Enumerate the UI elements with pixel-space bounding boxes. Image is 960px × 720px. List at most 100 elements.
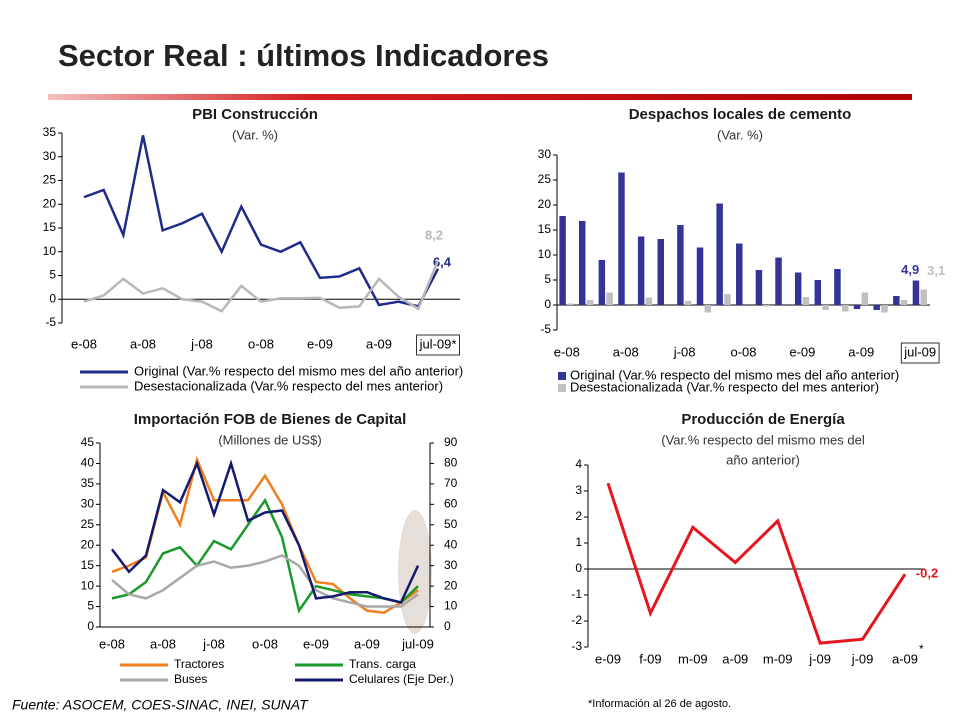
line xyxy=(111,455,419,614)
y-tick-label: 5 xyxy=(49,268,56,282)
chart-title: PBI Construcción xyxy=(192,106,318,123)
bar xyxy=(822,305,829,310)
bar xyxy=(606,292,613,305)
bar xyxy=(802,297,810,305)
y-tick-label: 3 xyxy=(575,483,582,497)
y-tick-label: 35 xyxy=(43,125,57,139)
bar xyxy=(814,280,822,305)
x-tick-label: e-08 xyxy=(554,344,580,359)
x-tick-label: f-09 xyxy=(639,651,661,666)
bar xyxy=(598,260,606,305)
bar xyxy=(657,239,664,305)
y-tick-label: 5 xyxy=(544,272,551,286)
x-tick-label: a-09 xyxy=(354,636,380,651)
label-box xyxy=(416,334,460,356)
value-label: -0,2 xyxy=(916,566,938,581)
x-tick-label: j-08 xyxy=(673,344,696,359)
y-tick-label: -3 xyxy=(571,639,582,653)
y-tick-label: 30 xyxy=(81,497,95,511)
x-tick-label: e-09 xyxy=(303,636,329,651)
y-tick-label: 5 xyxy=(87,599,94,613)
x-tick-label: a-09 xyxy=(722,651,748,666)
bar xyxy=(763,305,770,307)
legend-label: Original (Var.% respecto del mismo mes d… xyxy=(134,363,463,378)
x-tick-label: e-09 xyxy=(307,336,333,351)
x-tick-label: m-09 xyxy=(678,651,708,666)
x-tick-label: o-08 xyxy=(730,344,756,359)
chart-subtitle: (Var.% respecto del mismo mes del xyxy=(661,432,865,447)
bar xyxy=(920,289,927,305)
line xyxy=(111,459,420,604)
y-tick-label: 0 xyxy=(575,561,582,575)
bar xyxy=(578,221,586,305)
legend-swatch xyxy=(558,384,566,392)
chart-subtitle: (Var. %) xyxy=(717,127,763,142)
chart-title: Producción de Energía xyxy=(681,411,845,428)
y-tick-label: -2 xyxy=(571,613,582,627)
bar xyxy=(893,296,900,305)
y-tick-label: 10 xyxy=(43,244,57,258)
value-label: 6,4 xyxy=(433,254,452,269)
y2-tick-label: 60 xyxy=(444,497,458,511)
y-tick-label: 15 xyxy=(81,558,95,572)
y-tick-label: 0 xyxy=(87,619,94,633)
x-tick-label: jul-09 xyxy=(903,344,936,359)
y-tick-label: 25 xyxy=(81,517,95,531)
bar xyxy=(873,305,880,310)
chart-subtitle: (Var. %) xyxy=(232,127,278,142)
bar xyxy=(567,303,574,305)
y-tick-label: 30 xyxy=(43,149,57,163)
bar xyxy=(853,305,861,309)
y2-tick-label: 50 xyxy=(444,517,458,531)
x-tick-label: a-08 xyxy=(130,336,156,351)
x-tick-label: a-09 xyxy=(892,651,918,666)
y-tick-label: 4 xyxy=(575,457,582,471)
bar xyxy=(586,300,594,305)
legend-swatch xyxy=(558,372,566,380)
x-tick-label: e-08 xyxy=(71,336,97,351)
bar xyxy=(900,300,908,305)
bar xyxy=(755,270,763,305)
bar xyxy=(696,247,704,305)
bar xyxy=(841,305,849,312)
y2-tick-label: 70 xyxy=(444,476,458,490)
y-tick-label: -1 xyxy=(571,587,582,601)
legend-label: Desestacionalizada (Var.% respecto del m… xyxy=(570,379,879,394)
bar xyxy=(736,243,743,305)
x-tick-label: a-09 xyxy=(848,344,874,359)
bar xyxy=(704,305,712,313)
y-tick-label: 45 xyxy=(81,435,95,449)
line xyxy=(111,554,419,608)
x-tick-label: e-09 xyxy=(595,651,621,666)
bar xyxy=(618,172,625,305)
y2-tick-label: 90 xyxy=(444,435,458,449)
y-tick-label: 25 xyxy=(43,173,57,187)
chart-subtitle: año anterior) xyxy=(726,452,800,467)
y-tick-label: 10 xyxy=(538,247,552,261)
bar xyxy=(677,225,684,305)
note: *Información al 26 de agosto. xyxy=(588,698,731,710)
y-tick-label: 0 xyxy=(544,297,551,311)
bar xyxy=(912,280,920,305)
x-tick-label: e-08 xyxy=(99,636,125,651)
annotation: * xyxy=(919,642,924,656)
slide-title: Sector Real : últimos Indicadores xyxy=(58,38,549,73)
bar xyxy=(794,272,802,305)
y-tick-label: 40 xyxy=(81,456,95,470)
chart-title: Importación FOB de Bienes de Capital xyxy=(134,411,407,428)
y2-tick-label: 80 xyxy=(444,456,458,470)
source: Fuente: ASOCEM, COES-SINAC, INEI, SUNAT xyxy=(12,697,309,713)
y-tick-label: 30 xyxy=(538,147,552,161)
line xyxy=(83,135,440,308)
legend-label: Desestacionalizada (Var.% respecto del m… xyxy=(134,378,443,393)
value-label: 8,2 xyxy=(425,228,443,243)
y-tick-label: 15 xyxy=(538,222,552,236)
bar xyxy=(559,216,566,305)
value-label: 4,9 xyxy=(901,262,919,277)
x-tick-label: a-08 xyxy=(613,344,639,359)
x-tick-label: j-09 xyxy=(851,651,874,666)
chart-subtitle: (Millones de US$) xyxy=(218,432,321,447)
y-tick-label: 35 xyxy=(81,476,95,490)
x-tick-label: m-09 xyxy=(763,651,793,666)
